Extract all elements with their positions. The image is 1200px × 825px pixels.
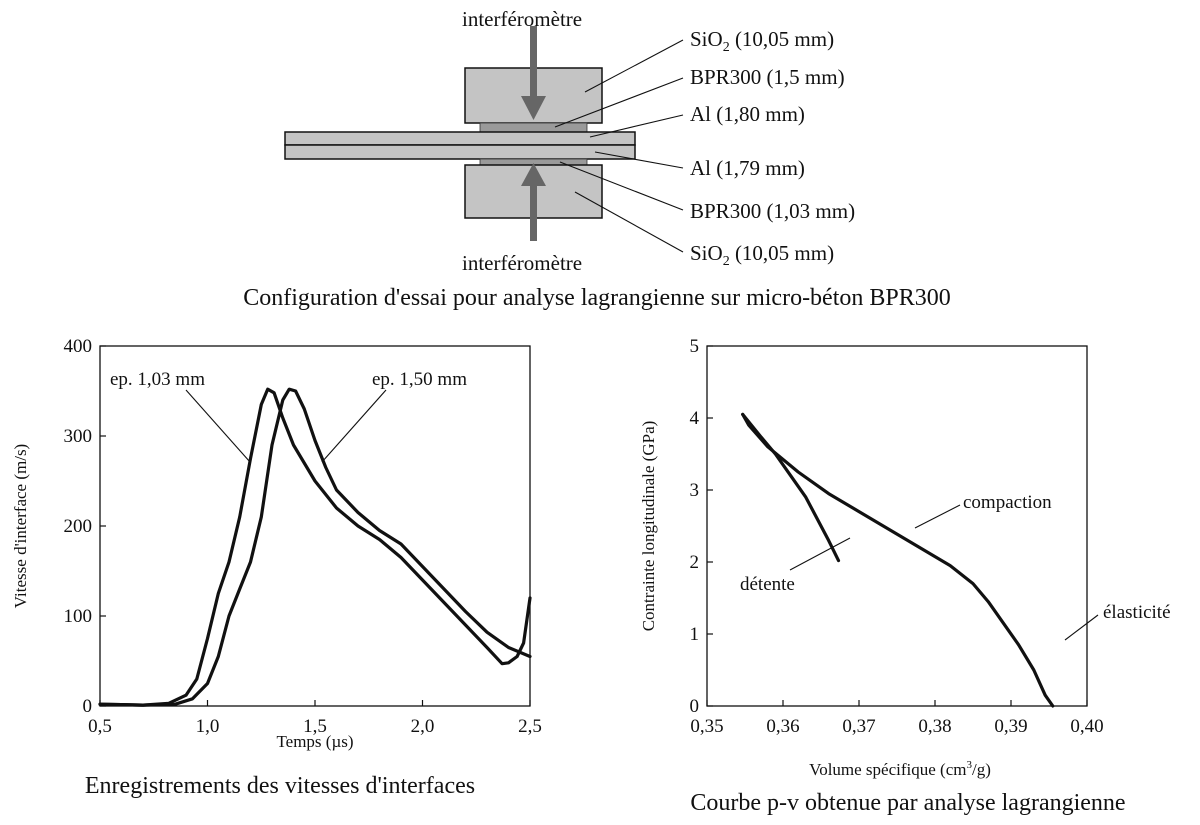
setup-diagram: interféromètre interféromètre SiO2 (10,0… bbox=[243, 7, 951, 311]
annotation-ep-150: ep. 1,50 mm bbox=[372, 369, 467, 390]
annotation-detente: détente bbox=[740, 574, 795, 595]
pv-plot-frame bbox=[706, 345, 1088, 707]
annotation-ep-103: ep. 1,03 mm bbox=[110, 369, 205, 390]
velocity-series bbox=[98, 387, 532, 707]
layer-label-bpr300-bottom: BPR300 (1,03 mm) bbox=[690, 199, 855, 223]
velocity-xlabel: Temps (µs) bbox=[276, 732, 353, 751]
y-tick-label: 2 bbox=[690, 552, 700, 573]
x-tick-label: 1,5 bbox=[303, 716, 327, 737]
y-tick-label: 0 bbox=[83, 696, 93, 717]
x-tick-label: 0,5 bbox=[88, 716, 112, 737]
velocity-annotation-leaders bbox=[185, 389, 387, 463]
x-tick-label: 0,36 bbox=[766, 716, 799, 737]
y-tick-label: 3 bbox=[690, 480, 700, 501]
pv-series bbox=[741, 412, 1055, 708]
al-bottom-plate bbox=[284, 144, 636, 160]
diagram-caption: Configuration d'essai pour analyse lagra… bbox=[243, 285, 951, 311]
pv-xlabel: Volume spécifique (cm3/g) bbox=[809, 759, 991, 779]
bpr300-top-layer bbox=[479, 122, 588, 133]
pv-caption: Courbe p-v obtenue par analyse lagrangie… bbox=[690, 790, 1125, 816]
y-tick-label: 1 bbox=[690, 624, 700, 645]
velocity-caption: Enregistrements des vitesses d'interface… bbox=[85, 773, 475, 799]
series-line-0 bbox=[741, 412, 1055, 708]
al-top-plate bbox=[284, 131, 636, 146]
y-tick-label: 400 bbox=[64, 336, 93, 357]
arrow-down-icon bbox=[521, 26, 546, 120]
y-tick-label: 4 bbox=[690, 408, 700, 429]
annotation-compaction: compaction bbox=[963, 492, 1052, 513]
series-line-1 bbox=[741, 412, 841, 563]
x-tick-label: 0,35 bbox=[690, 716, 723, 737]
velocity-chart: 0,5 1,0 1,5 2,0 2,5 0 100 200 300 400 ep. 1,03 mm… bbox=[11, 336, 542, 799]
annotation-elasticite: élasticité bbox=[1103, 602, 1171, 623]
pv-ylabel: Contrainte longitudinale (GPa) bbox=[639, 421, 658, 632]
leader-lines bbox=[554, 39, 684, 253]
series-line-0 bbox=[98, 387, 532, 707]
velocity-ticks: 0,5 1,0 1,5 2,0 2,5 0 100 200 300 400 bbox=[64, 336, 542, 737]
velocity-plot-frame bbox=[99, 345, 531, 707]
layer-label-al-top: Al (1,80 mm) bbox=[690, 102, 805, 126]
layer-label-sio2-bottom: SiO2 (10,05 mm) bbox=[690, 241, 834, 269]
pv-ticks: 0,35 0,36 0,37 0,38 0,39 0,40 0 1 2 3 4 5 bbox=[690, 336, 1104, 737]
x-tick-label: 0,37 bbox=[842, 716, 875, 737]
x-tick-label: 0,40 bbox=[1070, 716, 1103, 737]
interferometer-top-label: interféromètre bbox=[462, 7, 582, 31]
y-tick-label: 200 bbox=[64, 516, 93, 537]
x-tick-label: 2,0 bbox=[411, 716, 435, 737]
velocity-ylabel: Vitesse d'interface (m/s) bbox=[11, 444, 30, 608]
y-tick-label: 5 bbox=[690, 336, 700, 357]
y-tick-label: 100 bbox=[64, 606, 93, 627]
pv-chart: 0,35 0,36 0,37 0,38 0,39 0,40 0 1 2 3 4 5 compactio… bbox=[639, 336, 1171, 816]
x-tick-label: 0,39 bbox=[994, 716, 1027, 737]
interferometer-bottom-label: interféromètre bbox=[462, 251, 582, 275]
series-line-1 bbox=[98, 387, 532, 707]
x-tick-label: 2,5 bbox=[518, 716, 542, 737]
layer-label-sio2-top: SiO2 (10,05 mm) bbox=[690, 27, 834, 55]
x-tick-label: 1,0 bbox=[196, 716, 220, 737]
x-tick-label: 0,38 bbox=[918, 716, 951, 737]
arrow-up-icon bbox=[521, 163, 546, 241]
pv-annotation-leaders bbox=[789, 504, 1099, 641]
layer-label-bpr300-top: BPR300 (1,5 mm) bbox=[690, 65, 845, 89]
y-tick-label: 300 bbox=[64, 426, 93, 447]
layer-label-al-bottom: Al (1,79 mm) bbox=[690, 156, 805, 180]
y-tick-label: 0 bbox=[690, 696, 700, 717]
